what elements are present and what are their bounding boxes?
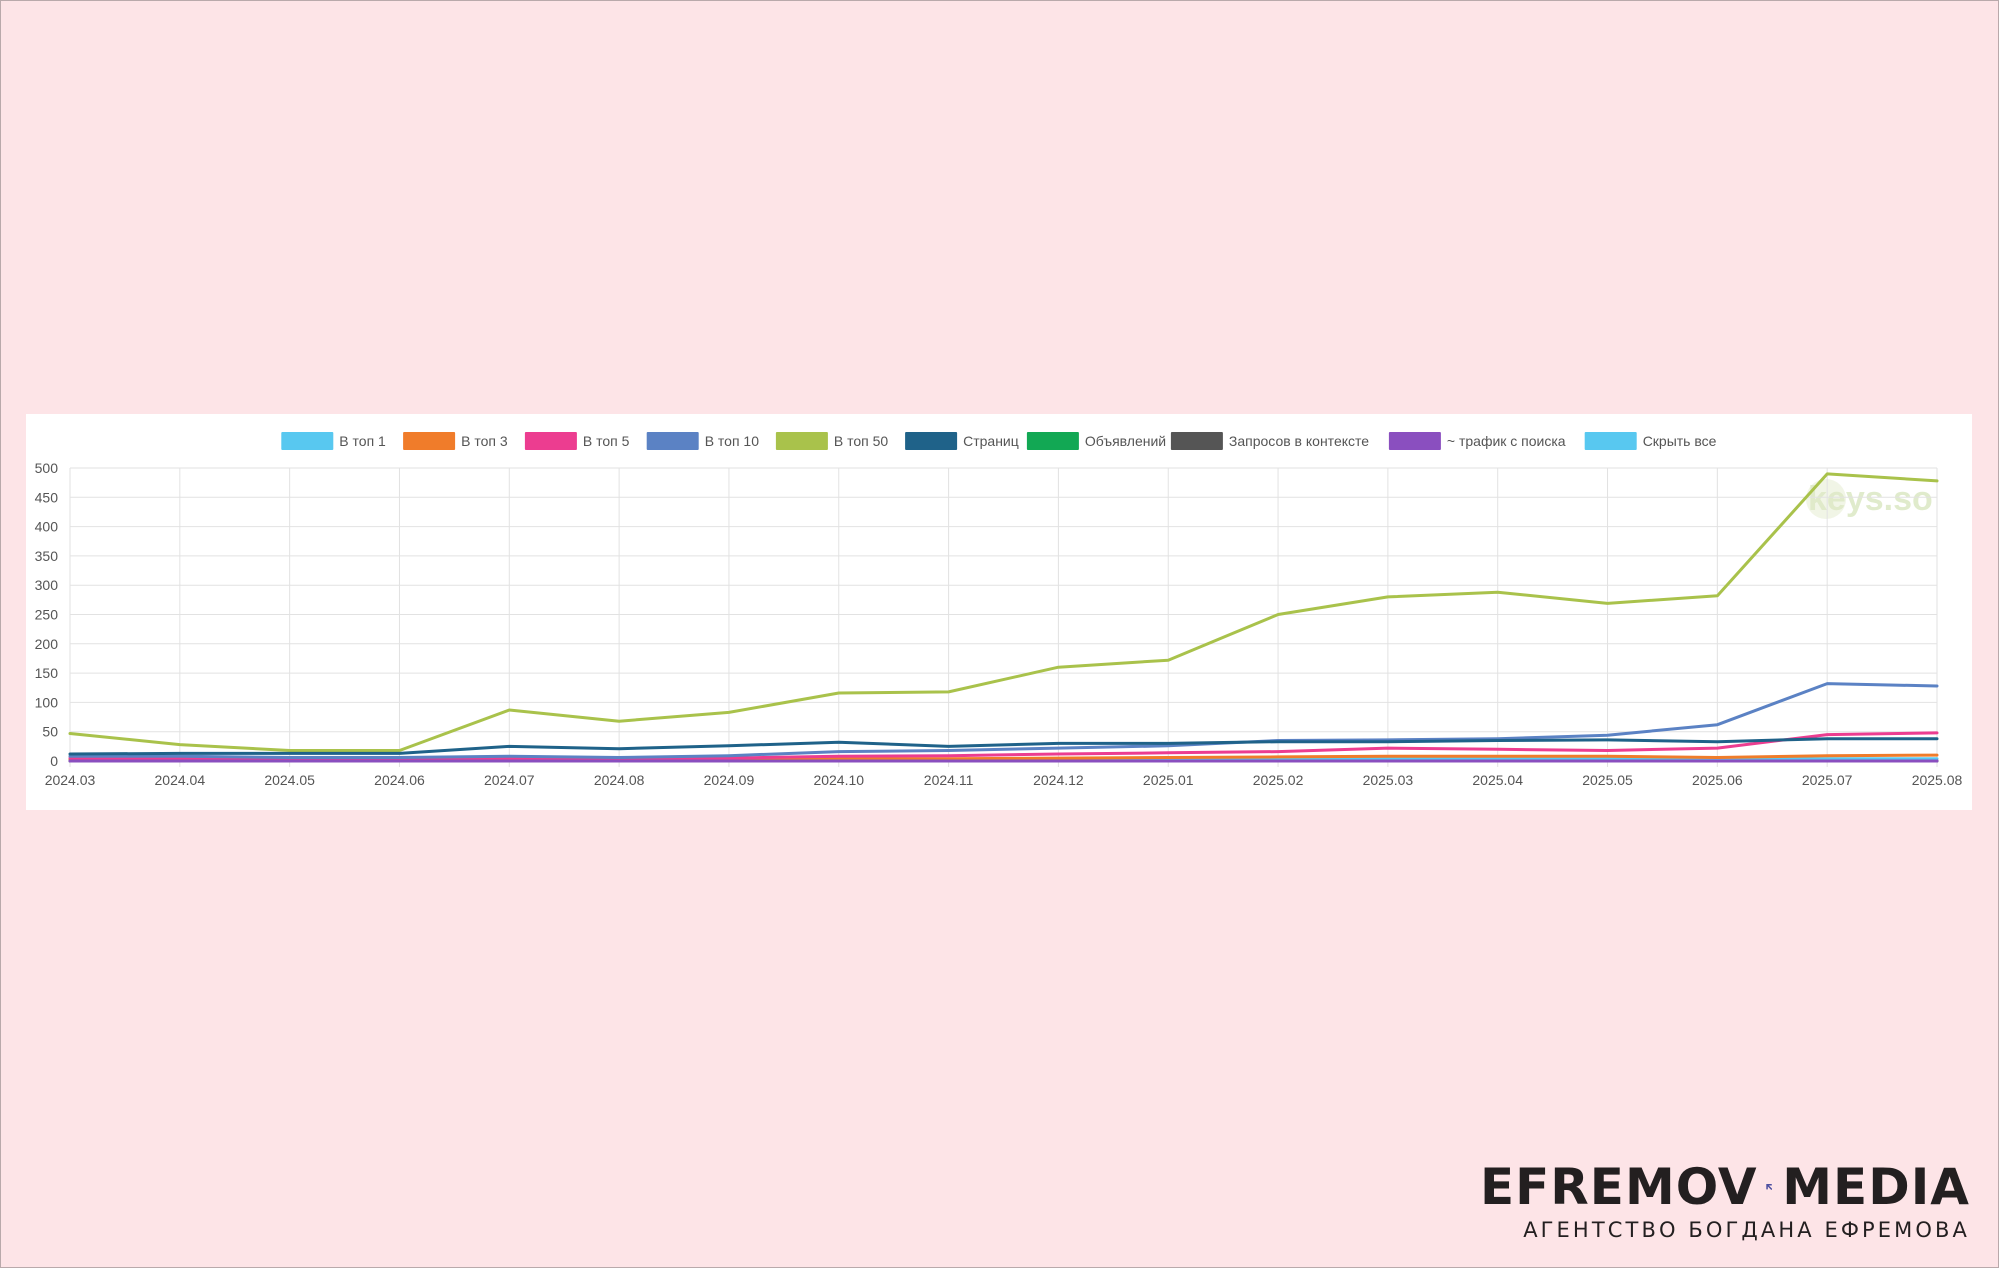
legend-label: В топ 5 bbox=[583, 433, 630, 449]
legend-swatch bbox=[1584, 432, 1637, 450]
x-tick-label: 2025.02 bbox=[1253, 772, 1304, 788]
brand-name: EFREMOV MEDIA bbox=[1480, 1158, 1970, 1216]
y-tick-label: 0 bbox=[50, 753, 58, 769]
legend-label: Запросов в контексте bbox=[1229, 433, 1369, 449]
x-tick-label: 2025.01 bbox=[1143, 772, 1194, 788]
legend-swatch bbox=[646, 432, 699, 450]
y-tick-label: 350 bbox=[35, 548, 59, 564]
y-tick-label: 250 bbox=[35, 607, 59, 623]
line-chart: keys.so 0 50 100 150 200 250 300 350 400 450 500 202… bbox=[35, 432, 1963, 788]
watermark: keys.so bbox=[1808, 480, 1933, 518]
legend-swatch bbox=[905, 432, 958, 450]
x-tick-label: 2024.10 bbox=[813, 772, 864, 788]
brand-logo: EFREMOV MEDIA АГЕНТСТВО БОГДАНА ЕФРЕМОВА bbox=[1480, 1158, 1970, 1248]
y-tick-label: 300 bbox=[35, 577, 59, 593]
legend-swatch bbox=[1388, 432, 1441, 450]
x-tick-label: 2024.09 bbox=[704, 772, 755, 788]
legend-item[interactable]: Скрыть все bbox=[1584, 432, 1717, 450]
legend-item[interactable]: ~ трафик с поиска bbox=[1388, 432, 1566, 450]
x-tick-label: 2024.11 bbox=[924, 772, 974, 788]
series-line bbox=[68, 682, 1939, 759]
arrow-up-left-icon bbox=[1765, 1183, 1772, 1191]
x-tick-label: 2025.07 bbox=[1802, 772, 1853, 788]
y-tick-label: 450 bbox=[35, 489, 59, 505]
x-tick-label: 2025.05 bbox=[1582, 772, 1633, 788]
x-tick-label: 2024.12 bbox=[1033, 772, 1084, 788]
legend-swatch bbox=[281, 432, 334, 450]
legend-label: В топ 1 bbox=[339, 433, 386, 449]
series-line bbox=[68, 737, 1939, 756]
legend-label: ~ трафик с поиска bbox=[1447, 433, 1566, 449]
x-tick-label: 2025.03 bbox=[1363, 772, 1414, 788]
legend-label: Страниц bbox=[963, 433, 1019, 449]
legend-item[interactable]: Запросов в контексте bbox=[1170, 432, 1369, 450]
legend-item[interactable]: Страниц bbox=[905, 432, 1019, 450]
brand-name-right: MEDIA bbox=[1782, 1158, 1970, 1216]
x-tick-label: 2025.08 bbox=[1912, 772, 1963, 788]
y-tick-label: 50 bbox=[42, 724, 58, 740]
legend-item[interactable]: Объявлений bbox=[1026, 432, 1166, 450]
x-tick-label: 2024.07 bbox=[484, 772, 535, 788]
legend-item[interactable]: В топ 1 bbox=[281, 432, 386, 450]
legend-swatch bbox=[775, 432, 828, 450]
legend-label: В топ 50 bbox=[834, 433, 889, 449]
legend-swatch bbox=[524, 432, 577, 450]
x-tick-label: 2025.06 bbox=[1692, 772, 1743, 788]
x-tick-label: 2024.04 bbox=[155, 772, 206, 788]
legend-label: В топ 3 bbox=[461, 433, 508, 449]
y-tick-label: 200 bbox=[35, 636, 59, 652]
x-tick-label: 2024.03 bbox=[45, 772, 96, 788]
x-tick-label: 2024.08 bbox=[594, 772, 645, 788]
brand-tagline: АГЕНТСТВО БОГДАНА ЕФРЕМОВА bbox=[1523, 1218, 1970, 1242]
y-tick-label: 500 bbox=[35, 460, 59, 476]
x-tick-label: 2024.06 bbox=[374, 772, 425, 788]
x-tick-label: 2024.05 bbox=[264, 772, 315, 788]
series-line bbox=[68, 472, 1939, 752]
legend-label: Скрыть все bbox=[1643, 433, 1717, 449]
brand-name-left: EFREMOV bbox=[1480, 1158, 1758, 1216]
x-tick-label: 2025.04 bbox=[1472, 772, 1523, 788]
legend-swatch bbox=[1170, 432, 1223, 450]
legend-item[interactable]: В топ 50 bbox=[775, 432, 889, 450]
legend-item[interactable]: В топ 3 bbox=[403, 432, 508, 450]
y-tick-label: 100 bbox=[35, 694, 59, 710]
y-tick-label: 150 bbox=[35, 665, 59, 681]
legend-swatch bbox=[403, 432, 456, 450]
legend-item[interactable]: В топ 5 bbox=[524, 432, 630, 450]
chart-card: keys.so 0 50 100 150 200 250 300 350 400 450 500 202… bbox=[26, 414, 1972, 810]
y-tick-label: 400 bbox=[35, 519, 59, 535]
legend-label: В топ 10 bbox=[705, 433, 760, 449]
legend-label: Объявлений bbox=[1085, 433, 1166, 449]
watermark-icon bbox=[1806, 479, 1846, 519]
legend-swatch bbox=[1026, 432, 1079, 450]
legend-item[interactable]: В топ 10 bbox=[646, 432, 760, 450]
